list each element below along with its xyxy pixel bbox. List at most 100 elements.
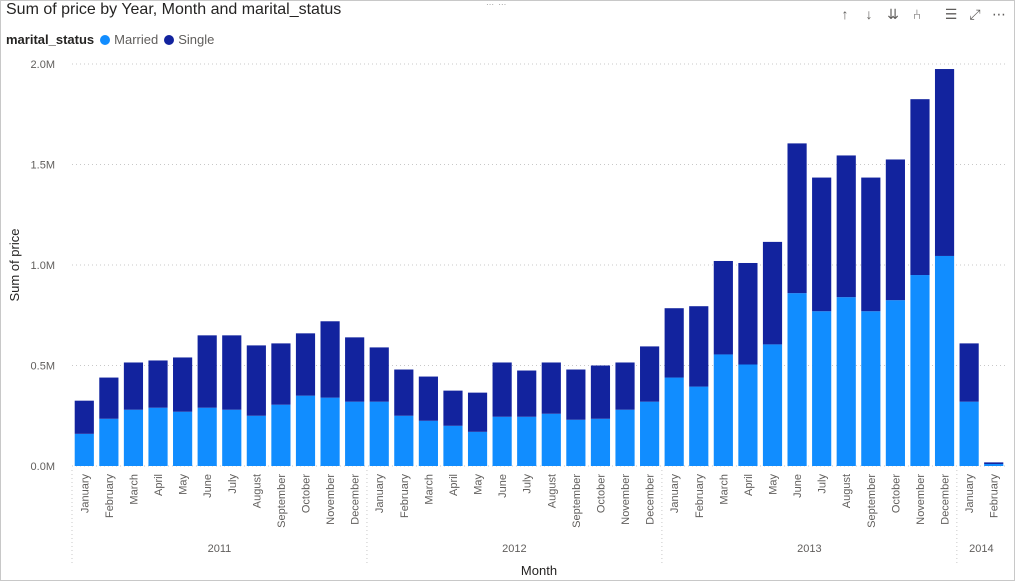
bar-single[interactable] xyxy=(197,335,217,408)
bar-single[interactable] xyxy=(689,306,709,387)
bar-married[interactable] xyxy=(590,418,611,466)
bar-single[interactable] xyxy=(640,346,660,402)
legend-item-single[interactable]: Single xyxy=(164,32,214,47)
bar-married[interactable] xyxy=(812,311,832,466)
bar-single[interactable] xyxy=(467,392,488,432)
drag-grip-icon[interactable]: ⋯ ⋯ xyxy=(486,0,508,9)
bar-single[interactable] xyxy=(664,308,684,378)
drill-down-icon[interactable]: ↓ xyxy=(865,6,873,22)
bar-single[interactable] xyxy=(910,99,930,276)
bar-single[interactable] xyxy=(541,362,561,414)
go-to-next-level-icon[interactable]: ⇊ xyxy=(887,5,899,22)
bar-single[interactable] xyxy=(934,69,955,256)
bar-single[interactable] xyxy=(787,143,807,294)
legend-item-married[interactable]: Married xyxy=(100,32,158,47)
bar-married[interactable] xyxy=(246,415,266,466)
bar-married[interactable] xyxy=(861,311,881,466)
bar-single[interactable] xyxy=(123,362,144,410)
filter-icon[interactable]: ☰ xyxy=(944,5,958,22)
bar-single[interactable] xyxy=(738,262,758,365)
bar-single[interactable] xyxy=(836,155,856,298)
bar-married[interactable] xyxy=(418,420,438,466)
bar-married[interactable] xyxy=(541,413,561,466)
x-tick-label: June xyxy=(497,474,509,498)
bar-married[interactable] xyxy=(74,433,94,466)
bar-single[interactable] xyxy=(345,337,365,402)
bar-married[interactable] xyxy=(689,386,709,466)
bar-married[interactable] xyxy=(148,407,168,466)
bar-single[interactable] xyxy=(271,343,291,405)
bar-married[interactable] xyxy=(295,395,316,466)
drill-up-icon[interactable]: ↑ xyxy=(841,6,849,22)
x-tick-label: June xyxy=(202,474,214,498)
bar-married[interactable] xyxy=(443,425,463,466)
bar-single[interactable] xyxy=(222,335,242,410)
bar-married[interactable] xyxy=(320,397,340,466)
bar-single[interactable] xyxy=(713,260,733,355)
bar-single[interactable] xyxy=(517,370,537,417)
bar-married[interactable] xyxy=(369,401,389,466)
bar-married[interactable] xyxy=(787,293,807,466)
bar-married[interactable] xyxy=(910,275,930,466)
bar-married[interactable] xyxy=(984,463,1004,466)
x-axis-labels: January February March April May June July Augu… xyxy=(79,474,1000,528)
x-tick-label: January xyxy=(79,474,91,514)
bar-married[interactable] xyxy=(517,416,537,466)
bar-married[interactable] xyxy=(836,297,856,466)
bar-married[interactable] xyxy=(197,407,217,466)
bar-married[interactable] xyxy=(123,409,144,466)
bar-married[interactable] xyxy=(738,364,758,466)
bar-married[interactable] xyxy=(492,416,512,466)
bar-single[interactable] xyxy=(861,177,881,312)
bar-married[interactable] xyxy=(615,409,635,466)
x-tick-label: March xyxy=(128,474,140,505)
bar-single[interactable] xyxy=(566,369,586,420)
bar-married[interactable] xyxy=(345,401,365,466)
y-tick-label: 1.0M xyxy=(31,260,55,272)
bar-married[interactable] xyxy=(173,411,193,466)
expand-all-icon[interactable]: ⑃ xyxy=(912,6,922,22)
bar-married[interactable] xyxy=(271,404,291,466)
bar-single[interactable] xyxy=(762,241,783,345)
bar-married[interactable] xyxy=(885,300,905,466)
x-tick-label: October xyxy=(595,474,607,513)
bar-single[interactable] xyxy=(369,347,389,402)
bar-married[interactable] xyxy=(222,409,242,466)
bar-single[interactable] xyxy=(812,177,832,312)
bar-married[interactable] xyxy=(99,418,119,466)
bar-single[interactable] xyxy=(590,365,611,419)
x-tick-label: May xyxy=(768,474,780,495)
bar-single[interactable] xyxy=(443,390,463,426)
bar-single[interactable] xyxy=(246,345,266,416)
bar-single[interactable] xyxy=(148,360,168,408)
year-label: 2014 xyxy=(969,543,993,555)
bar-single[interactable] xyxy=(74,400,94,434)
bar-married[interactable] xyxy=(664,377,684,466)
y-axis-title: Sum of price xyxy=(7,229,22,302)
bar-married[interactable] xyxy=(640,401,660,466)
bar-married[interactable] xyxy=(762,344,783,466)
bar-single[interactable] xyxy=(99,377,119,419)
bar-single[interactable] xyxy=(418,376,438,421)
bar-single[interactable] xyxy=(320,321,340,398)
focus-mode-icon[interactable]: ⤢ xyxy=(969,5,981,22)
legend-label-married: Married xyxy=(114,32,159,47)
bar-single[interactable] xyxy=(492,362,512,417)
bar-married[interactable] xyxy=(713,354,733,466)
bar-married[interactable] xyxy=(566,419,586,466)
bar-married[interactable] xyxy=(934,255,955,466)
bar-married[interactable] xyxy=(467,431,488,466)
bar-single[interactable] xyxy=(959,343,979,402)
bar-single[interactable] xyxy=(885,159,905,301)
bar-single[interactable] xyxy=(984,462,1004,464)
y-tick-label: 0.5M xyxy=(31,361,55,373)
bar-married[interactable] xyxy=(394,415,414,466)
bar-married[interactable] xyxy=(959,401,979,466)
more-options-icon[interactable]: ⋯ xyxy=(992,5,1006,22)
bar-single[interactable] xyxy=(173,357,193,412)
bar-single[interactable] xyxy=(394,369,414,416)
x-tick-label: September xyxy=(866,474,878,528)
bar-single[interactable] xyxy=(295,333,316,396)
bar-single[interactable] xyxy=(615,362,635,410)
